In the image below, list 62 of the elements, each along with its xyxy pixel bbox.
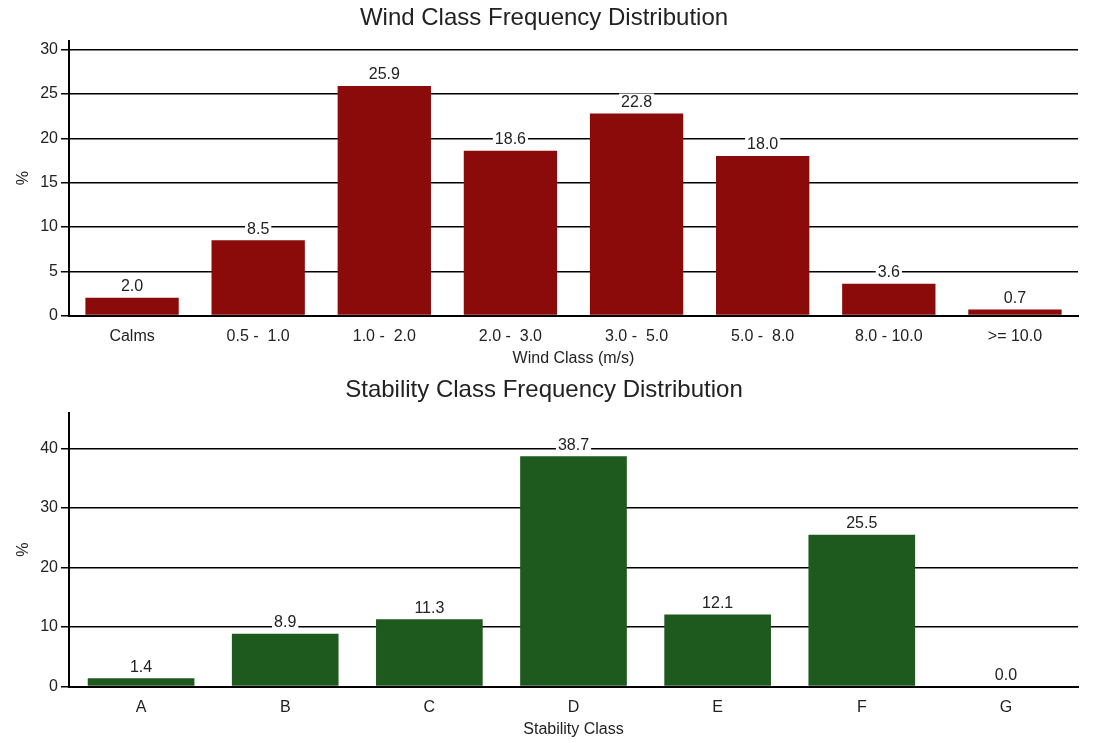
y-tick-label: 5 [49,261,59,279]
x-tick-label: 8.0 - 10.0 [855,326,923,344]
bar [376,619,483,686]
x-tick-label: A [135,697,147,715]
data-label: 8.9 [274,613,297,631]
bar [842,283,936,315]
x-tick-label: 1.0 - 2.0 [352,326,416,344]
bar [87,678,195,686]
data-label: 0.7 [1003,288,1027,306]
y-tick-label: 0 [49,306,59,324]
bar [85,297,179,315]
data-label: 0.0 [994,666,1018,684]
y-tick-label: 10 [40,217,59,235]
chart-title: Wind Class Frequency Distribution [359,3,729,31]
y-tick-label: 30 [40,40,59,58]
x-tick-label: F [856,697,867,715]
y-tick-label: 10 [40,617,59,635]
bar [968,309,1062,315]
x-tick-label: 0.5 - 1.0 [226,326,290,344]
x-axis-title: Stability Class [523,719,624,737]
bar [520,456,627,686]
y-tick-label: 15 [40,173,59,191]
y-axis-title: % [14,171,32,186]
data-label: 22.8 [620,92,653,110]
x-tick-label: D [567,697,580,715]
bar [808,534,916,686]
x-tick-label: 5.0 - 8.0 [731,326,795,344]
data-label: 3.6 [877,263,901,281]
bar [589,113,684,315]
x-tick-label: 3.0 - 5.0 [604,326,669,344]
bar [664,614,771,686]
bar [463,150,558,315]
bar [231,633,339,686]
x-tick-label: E [712,697,723,715]
data-label: 1.4 [129,657,153,675]
y-axis-title: % [14,542,32,557]
x-tick-label: C [423,697,436,715]
y-tick-label: 40 [40,438,59,456]
y-tick-label: 0 [49,677,59,695]
y-tick-label: 25 [40,84,59,102]
bar [211,240,305,315]
data-label: 2.0 [120,277,144,295]
x-tick-label: B [279,697,291,715]
data-label: 38.7 [557,435,590,453]
data-label: 18.0 [747,135,779,153]
x-tick-label: Calms [109,326,155,344]
data-label: 8.5 [247,219,270,237]
data-label: 25.9 [368,65,400,83]
y-tick-label: 20 [40,557,59,575]
y-tick-label: 30 [40,498,59,516]
data-label: 25.5 [846,514,878,532]
chart-title: Stability Class Frequency Distribution [345,375,743,403]
data-label: 18.6 [494,130,527,148]
data-label: 12.1 [702,593,734,611]
bar [337,86,431,315]
x-tick-label: G [999,697,1013,715]
bar [716,156,810,315]
y-tick-label: 20 [40,128,59,146]
x-axis-title: Wind Class (m/s) [512,348,635,366]
x-tick-label: >= 10.0 [987,326,1043,344]
x-tick-label: 2.0 - 3.0 [478,326,543,344]
data-label: 11.3 [414,598,445,616]
